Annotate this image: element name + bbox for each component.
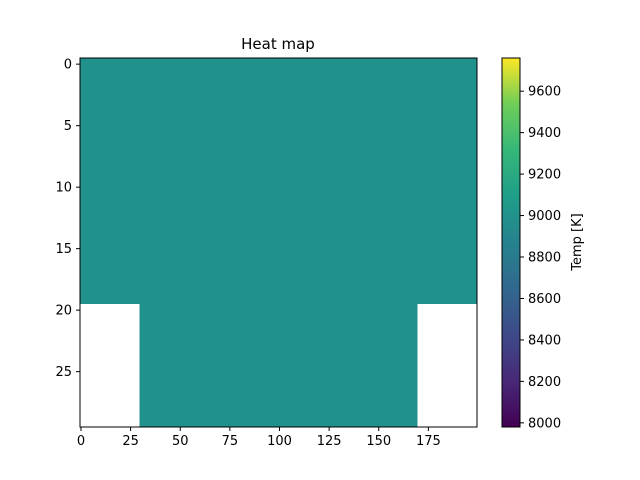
x-tick-label: 100 <box>267 434 292 449</box>
colorbar-tick-label: 9200 <box>528 168 561 183</box>
colorbar: 8000 8200 8400 8600 8800 9000 9200 9400 9600 Tem… <box>501 57 585 431</box>
colorbar-tick-label: 9000 <box>528 209 561 224</box>
colorbar-tick-label: 8600 <box>528 292 561 307</box>
y-tick-label: 5 <box>64 119 72 134</box>
x-tick-label: 75 <box>222 434 239 449</box>
colorbar-gradient <box>502 58 520 427</box>
colorbar-frame <box>501 57 521 428</box>
colorbar-ticks: 8000 8200 8400 8600 8800 9000 9200 9400 9600 <box>520 85 561 431</box>
x-tick-label: 125 <box>317 434 342 449</box>
x-tick-label: 150 <box>366 434 391 449</box>
x-axis: 0 25 50 75 100 125 150 175 <box>77 427 441 449</box>
y-tick-label: 0 <box>64 58 72 73</box>
y-tick-label: 15 <box>55 242 72 257</box>
plot-area <box>79 57 478 428</box>
colorbar-tick-label: 9400 <box>528 126 561 141</box>
y-tick-label: 10 <box>55 181 72 196</box>
plot-frame <box>79 57 478 428</box>
x-tick-label: 50 <box>172 434 189 449</box>
heatmap-cell-region-0 <box>80 58 477 304</box>
y-axis: 0 5 10 15 20 25 <box>55 58 80 380</box>
x-tick-label: 0 <box>77 434 85 449</box>
colorbar-tick-label: 8800 <box>528 251 561 266</box>
colorbar-tick-label: 8400 <box>528 333 561 348</box>
colorbar-tick-label: 8000 <box>528 416 561 431</box>
colorbar-label: Temp [K] <box>570 213 585 271</box>
colorbar-tick-label: 8200 <box>528 375 561 390</box>
colorbar-tick-label: 9600 <box>528 85 561 100</box>
x-tick-label: 175 <box>416 434 441 449</box>
y-tick-label: 20 <box>55 304 72 319</box>
heatmap-cell-region-1 <box>139 304 418 427</box>
y-tick-label: 25 <box>55 365 72 380</box>
x-tick-label: 25 <box>122 434 139 449</box>
chart-title: Heat map <box>241 35 315 53</box>
